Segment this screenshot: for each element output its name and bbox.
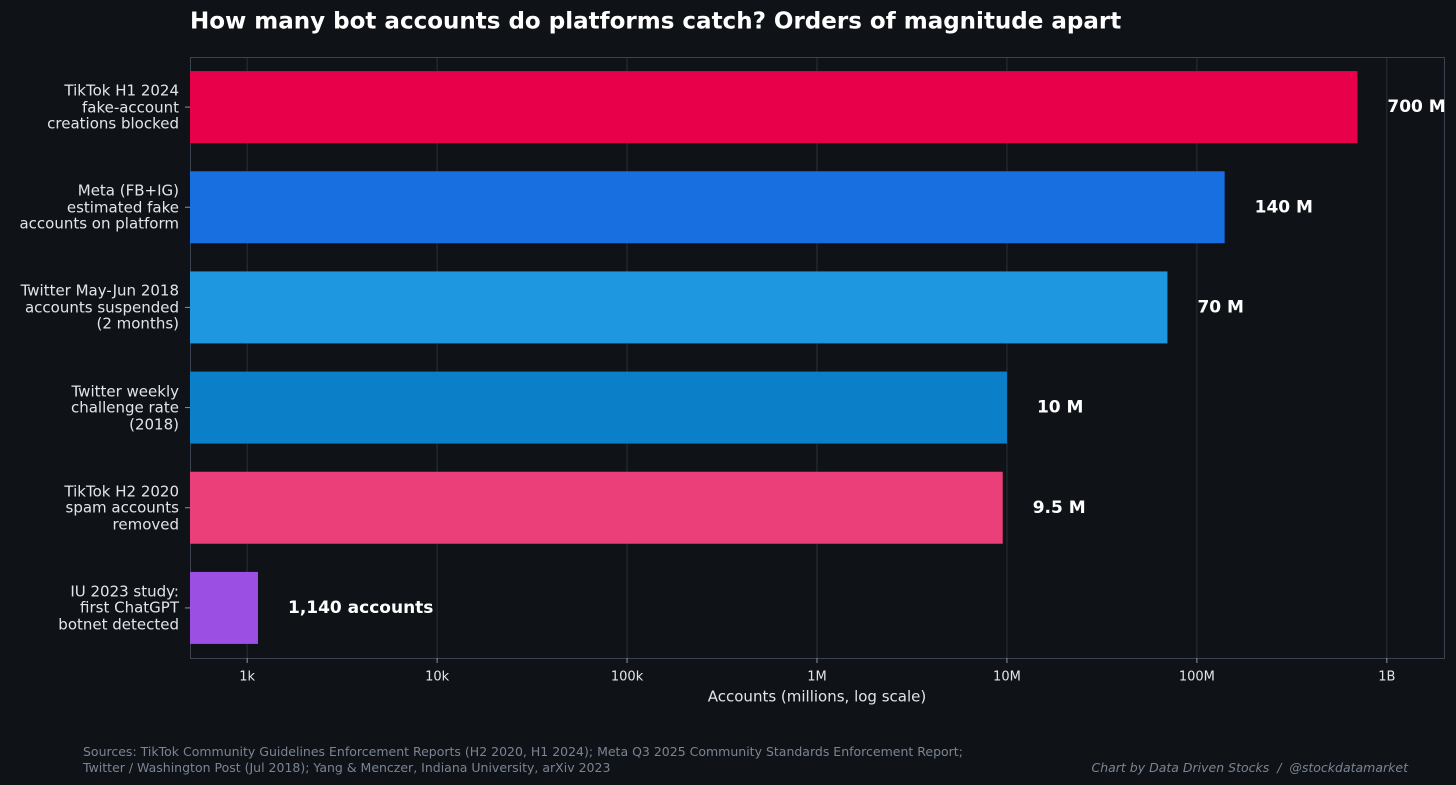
category-label: IU 2023 study: first ChatGPT botnet dete… — [58, 582, 179, 634]
source-note: Sources: TikTok Community Guidelines Enf… — [83, 744, 963, 775]
bar — [190, 371, 1007, 444]
x-tick-label: 1B — [1378, 670, 1395, 685]
x-tick-label: 10M — [993, 670, 1021, 685]
bar — [190, 71, 1358, 144]
value-label: 9.5 M — [1033, 498, 1086, 518]
chart-title: How many bot accounts do platforms catch… — [190, 9, 1121, 35]
bar — [190, 271, 1168, 344]
bar — [190, 471, 1003, 544]
value-label: 1,140 accounts — [288, 598, 433, 618]
x-tick-label: 1k — [239, 670, 255, 685]
category-label: TikTok H1 2024 fake-account creations bl… — [47, 81, 179, 133]
category-label: Meta (FB+IG) estimated fake accounts on … — [19, 181, 179, 233]
credit: Chart by Data Driven Stocks / @stockdata… — [1091, 760, 1408, 775]
value-label: 10 M — [1037, 398, 1084, 418]
x-tick-label: 10k — [425, 670, 450, 685]
x-tick-label: 100M — [1179, 670, 1215, 685]
x-tick-label: 1M — [807, 670, 827, 685]
value-label: 70 M — [1197, 297, 1244, 317]
x-axis-label: Accounts (millions, log scale) — [708, 688, 926, 706]
category-label: Twitter weekly challenge rate (2018) — [70, 381, 179, 433]
bar — [190, 571, 258, 644]
category-label: Twitter May-Jun 2018 accounts suspended … — [20, 281, 179, 333]
value-label: 700 M — [1387, 97, 1445, 117]
value-label: 140 M — [1255, 197, 1313, 217]
category-label: TikTok H2 2020 spam accounts removed — [64, 482, 179, 533]
bar — [190, 171, 1225, 244]
x-tick-label: 100k — [611, 670, 644, 685]
